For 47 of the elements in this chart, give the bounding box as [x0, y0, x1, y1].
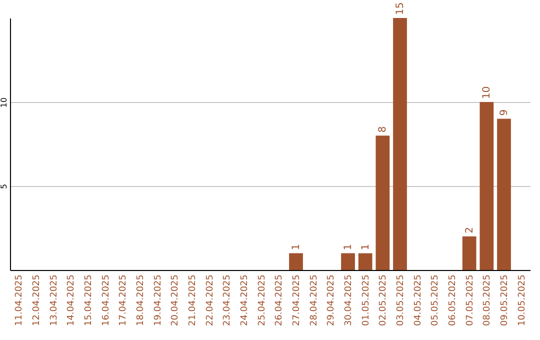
data-label: 15 [395, 2, 406, 15]
x-tick-label: 20.04.2025 [170, 274, 181, 326]
x-tick-label: 23.04.2025 [222, 274, 233, 326]
x-tick-label: 13.04.2025 [49, 274, 60, 326]
bar [480, 102, 494, 270]
x-tick-label: 22.04.2025 [205, 274, 216, 326]
x-tick-label: 15.04.2025 [84, 274, 94, 326]
x-tick-label: 25.04.2025 [257, 274, 268, 326]
x-tick-label: 19.04.2025 [153, 274, 164, 326]
data-label: 8 [378, 126, 389, 133]
bar [341, 253, 355, 270]
data-label: 1 [343, 244, 354, 250]
x-tick-label: 28.04.2025 [309, 274, 320, 326]
x-tick-label: 29.04.2025 [326, 274, 337, 326]
bar [358, 253, 372, 270]
x-tick-label: 21.04.2025 [188, 274, 198, 326]
x-tick-label: 10.05.2025 [517, 274, 528, 326]
x-tick-label: 11.04.2025 [14, 274, 25, 326]
bar [393, 18, 407, 270]
x-tick-label: 24.04.2025 [240, 274, 250, 326]
bar [289, 253, 303, 270]
x-tick-label: 05.05.2025 [430, 274, 441, 326]
data-label: 1 [291, 244, 302, 250]
x-tick-label: 18.04.2025 [136, 274, 146, 326]
bar [376, 136, 390, 270]
x-tick-label: 16.04.2025 [101, 274, 112, 326]
x-tick-label: 04.05.2025 [413, 274, 424, 326]
bar [497, 118, 511, 270]
x-tick-label: 03.05.2025 [396, 274, 406, 326]
data-label: 10 [482, 86, 493, 99]
x-tick-label: 08.05.2025 [482, 274, 493, 326]
data-label: 9 [499, 109, 510, 116]
x-tick-label: 12.04.2025 [32, 274, 42, 326]
x-tick-label: 26.04.2025 [274, 274, 285, 326]
x-tick-label: 14.04.2025 [66, 274, 77, 326]
x-tick-label: 06.05.2025 [448, 274, 458, 326]
x-tick-label: 27.04.2025 [292, 274, 302, 326]
data-label: 2 [464, 227, 476, 234]
x-tick-label: 01.05.2025 [361, 274, 372, 326]
x-tick-label: 09.05.2025 [500, 274, 510, 326]
y-tick-label: 5 [0, 184, 8, 190]
data-label: 1 [360, 244, 372, 250]
x-tick-label: 02.05.2025 [378, 274, 389, 326]
x-tick-label: 07.05.2025 [465, 274, 476, 326]
x-tick-label: 30.04.2025 [344, 274, 354, 326]
bar [462, 236, 476, 270]
x-tick-label: 17.04.2025 [118, 274, 129, 326]
